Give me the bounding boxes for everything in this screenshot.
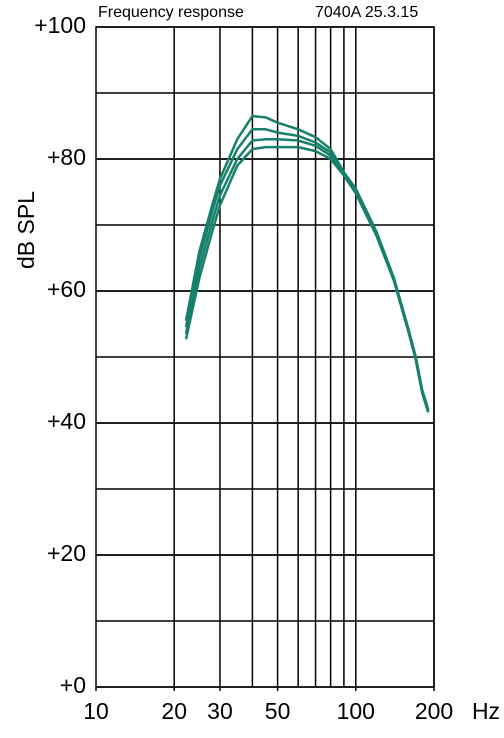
y-tick-label: +100 xyxy=(34,12,86,38)
y-tick-label: +80 xyxy=(47,144,86,170)
y-tick-label: +0 xyxy=(60,672,86,698)
x-tick-label: 200 xyxy=(415,698,453,724)
x-tick-label: 50 xyxy=(265,698,291,724)
x-tick-label: 20 xyxy=(161,698,187,724)
x-tick-label: 100 xyxy=(337,698,375,724)
x-tick-label: 10 xyxy=(83,698,109,724)
x-axis-label: Hz xyxy=(472,698,500,724)
y-tick-label: +40 xyxy=(47,408,86,434)
chart-subtitle: 7040A 25.3.15 xyxy=(315,4,418,21)
y-tick-label: +20 xyxy=(47,540,86,566)
y-tick-label: +60 xyxy=(47,276,86,302)
series-line xyxy=(184,114,430,411)
y-axis-label: dB SPL xyxy=(13,191,39,269)
x-tick-label: 30 xyxy=(207,698,233,724)
chart-title: Frequency response xyxy=(98,4,244,21)
series-line xyxy=(184,145,430,413)
